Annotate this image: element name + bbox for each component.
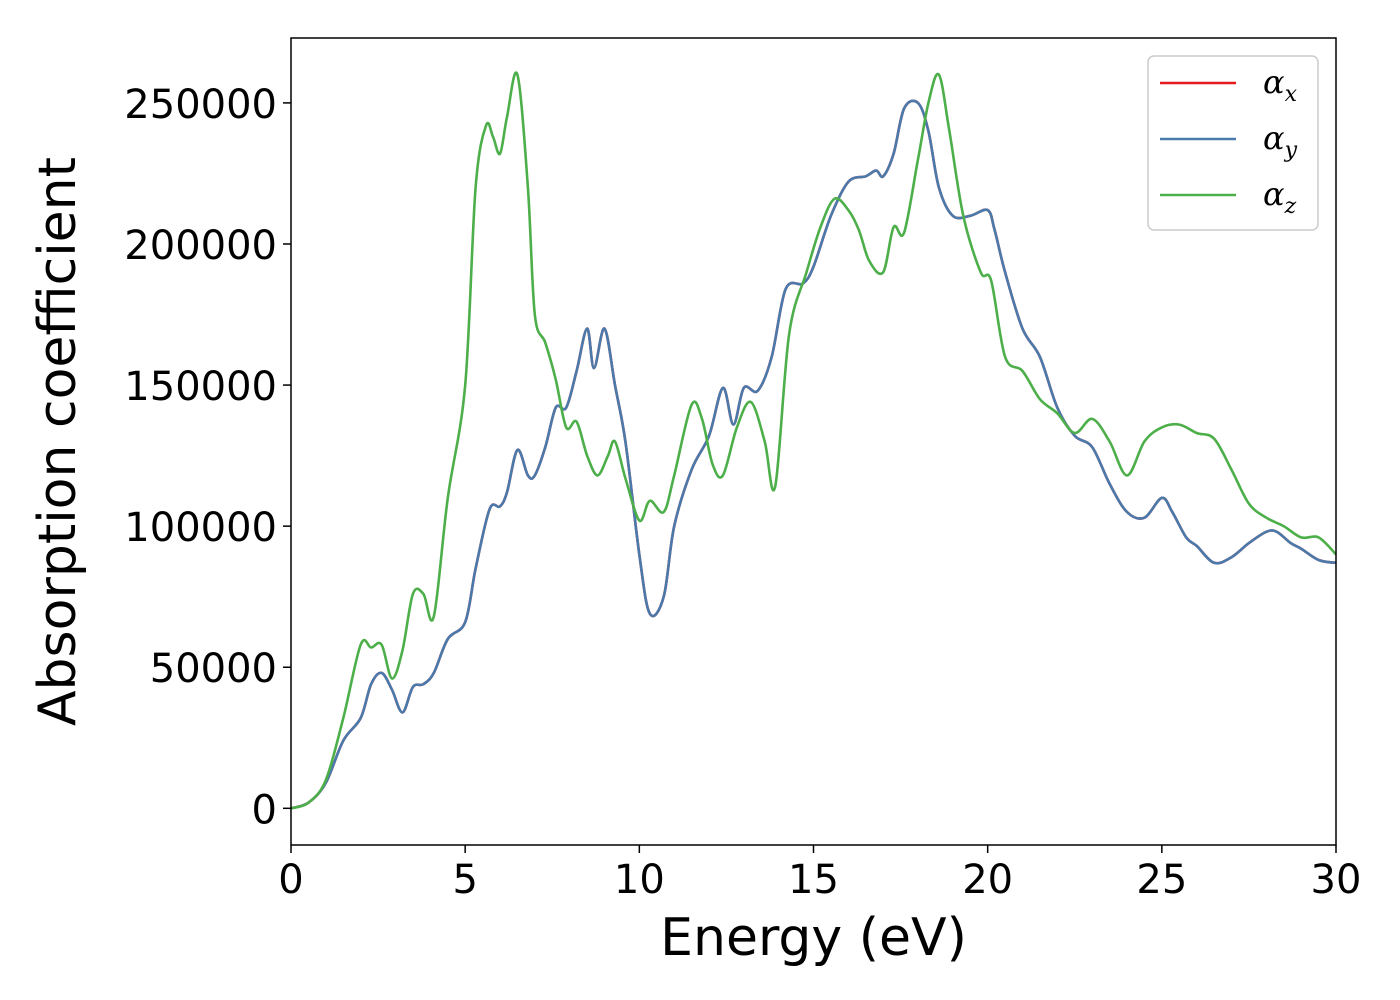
series-line-z bbox=[291, 71, 1336, 810]
x-tick-label: 5 bbox=[452, 857, 477, 903]
legend-label-base: α bbox=[1263, 63, 1285, 101]
legend-label-base: α bbox=[1263, 175, 1285, 213]
legend-label-z: αz bbox=[1263, 175, 1297, 219]
series-layer bbox=[291, 71, 1336, 810]
legend-label-y: αy bbox=[1263, 119, 1298, 163]
y-tick-label: 250000 bbox=[124, 82, 277, 128]
x-axis-title: Energy (eV) bbox=[660, 908, 967, 968]
y-tick-label: 150000 bbox=[124, 364, 277, 410]
x-tick-label: 30 bbox=[1311, 857, 1362, 903]
series-line-y bbox=[291, 99, 1336, 810]
x-axis-ticks: 0 5 10 15 20 25 30 bbox=[278, 845, 1361, 903]
legend-label-subscript: z bbox=[1284, 194, 1297, 219]
legend-label-subscript: x bbox=[1285, 82, 1298, 107]
y-axis-title: Absorption coefficient bbox=[28, 157, 88, 726]
x-tick-label: 25 bbox=[1136, 857, 1187, 903]
x-tick-label: 20 bbox=[962, 857, 1013, 903]
x-tick-label: 0 bbox=[278, 857, 303, 903]
legend-box bbox=[1147, 55, 1319, 231]
legend-label-subscript: y bbox=[1284, 138, 1298, 163]
y-tick-label: 50000 bbox=[150, 646, 277, 692]
x-tick-label: 10 bbox=[614, 857, 665, 903]
y-axis-ticks: 0 50000 100000 150000 200000 250000 bbox=[124, 82, 291, 833]
legend-label-base: α bbox=[1263, 119, 1285, 157]
y-tick-label: 200000 bbox=[124, 223, 277, 269]
x-tick-label: 15 bbox=[788, 857, 839, 903]
y-tick-label: 100000 bbox=[124, 505, 277, 551]
y-tick-label: 0 bbox=[252, 787, 277, 833]
legend-label-x: αx bbox=[1263, 63, 1298, 107]
